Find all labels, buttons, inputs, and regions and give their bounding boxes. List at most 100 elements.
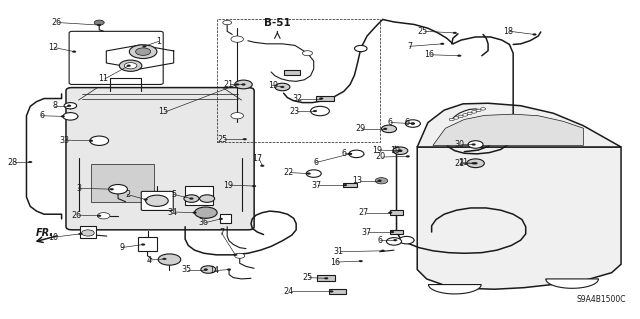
Circle shape [236,84,239,85]
Text: 6: 6 [314,158,319,167]
Circle shape [235,80,252,89]
Circle shape [97,213,110,219]
Circle shape [355,45,367,52]
Circle shape [144,198,148,200]
Circle shape [411,122,415,124]
Circle shape [310,106,330,116]
Text: 17: 17 [252,154,262,163]
Circle shape [476,109,481,112]
Text: 7: 7 [408,42,413,51]
Circle shape [72,51,76,53]
Text: 18: 18 [503,27,513,36]
Text: 10: 10 [48,233,58,241]
Polygon shape [433,114,584,145]
Circle shape [398,150,402,152]
Circle shape [260,165,264,167]
Circle shape [532,33,536,35]
Circle shape [193,212,196,214]
Circle shape [411,122,415,124]
Circle shape [124,63,137,69]
Text: 3: 3 [77,184,82,193]
Bar [284,70,300,75]
Text: B-51: B-51 [264,18,291,28]
Text: FR.: FR. [36,228,54,238]
Circle shape [467,112,472,115]
Text: 27: 27 [358,208,369,217]
Circle shape [189,198,193,199]
Circle shape [378,180,381,182]
Bar [91,164,154,202]
Circle shape [390,231,394,233]
Circle shape [303,51,312,56]
Bar [185,186,213,205]
Text: 4: 4 [147,256,152,265]
Circle shape [481,108,486,110]
Circle shape [109,184,127,194]
Text: 6: 6 [404,118,410,127]
Circle shape [324,277,328,279]
Polygon shape [546,279,598,288]
Bar [343,183,357,188]
Text: 16: 16 [424,50,434,59]
Circle shape [200,195,214,202]
Text: 19: 19 [269,81,278,90]
Text: 16: 16 [330,257,340,267]
Text: 30: 30 [454,140,464,149]
Text: 2: 2 [125,190,131,199]
Circle shape [231,113,243,119]
Circle shape [319,98,323,100]
Circle shape [136,48,150,56]
Bar [138,237,157,251]
Text: 1: 1 [156,37,161,46]
FancyBboxPatch shape [66,88,254,230]
Circle shape [275,83,290,91]
Text: 34: 34 [167,208,177,217]
Text: 8: 8 [53,101,58,110]
Text: 23: 23 [290,107,300,115]
Text: 28: 28 [8,158,18,167]
Circle shape [383,128,387,130]
Circle shape [375,178,388,184]
Circle shape [387,238,401,245]
Circle shape [468,141,483,148]
Text: S9A4B1500C: S9A4B1500C [577,295,626,304]
Circle shape [219,218,223,220]
Circle shape [63,113,78,120]
Text: 9: 9 [119,243,124,252]
Circle shape [388,212,392,214]
Text: 19: 19 [390,146,401,155]
Text: 24: 24 [284,287,294,296]
Circle shape [94,20,104,25]
Text: 25: 25 [418,27,428,36]
Text: 32: 32 [292,94,303,103]
Circle shape [184,195,199,202]
Circle shape [472,162,476,164]
Circle shape [343,184,347,186]
Circle shape [252,185,256,187]
Circle shape [348,153,352,155]
Text: 33: 33 [59,136,69,145]
Circle shape [141,244,145,246]
Text: 37: 37 [311,181,321,189]
Text: 6: 6 [39,111,44,120]
Circle shape [280,86,284,88]
Circle shape [243,138,246,140]
Circle shape [129,45,157,58]
Circle shape [474,162,477,164]
Circle shape [127,65,131,67]
Text: 21: 21 [458,158,468,167]
Circle shape [472,144,476,145]
Circle shape [119,60,142,71]
Bar [220,214,231,223]
Circle shape [61,115,65,117]
Circle shape [79,233,83,235]
Circle shape [440,43,444,45]
Text: 13: 13 [353,176,363,185]
Circle shape [406,155,410,157]
Text: 11: 11 [98,74,108,83]
Circle shape [307,173,310,174]
Text: 26: 26 [51,18,61,27]
Text: 36: 36 [198,218,209,227]
Circle shape [381,125,397,133]
Text: 15: 15 [158,108,168,116]
